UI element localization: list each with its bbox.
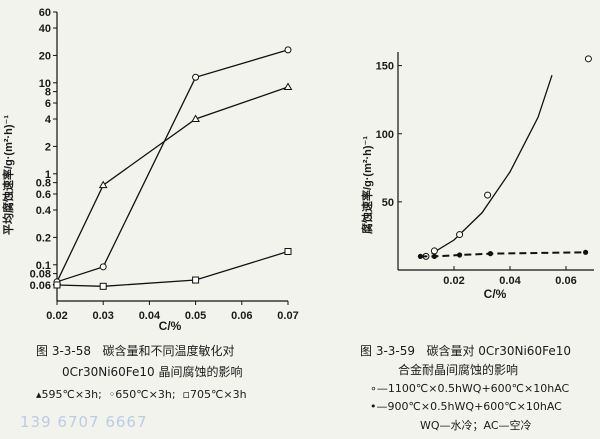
- y-tick-label: 2: [45, 141, 51, 153]
- legend: ▴595℃×3h; ◦650℃×3h; ▫705℃×3h: [36, 388, 247, 401]
- y-tick-label: 60: [39, 7, 51, 19]
- caption-subtitle: 合金耐晶间腐蚀的影响: [398, 363, 519, 377]
- x-tick-label: 0.03: [92, 310, 113, 322]
- data-point: [457, 252, 463, 258]
- figure-number: 图 3-3-59: [360, 344, 416, 358]
- data-point: [191, 114, 200, 123]
- y-tick-label: 40: [39, 23, 51, 35]
- phone-watermark: 139 6707 6667: [20, 413, 148, 431]
- x-tick-label: 0.06: [231, 310, 252, 322]
- y-tick-label: 8: [45, 87, 51, 99]
- data-point: [99, 263, 107, 271]
- x-tick-label: 0.02: [443, 275, 464, 287]
- data-point: [484, 191, 492, 199]
- x-tick-label: 0.05: [185, 310, 206, 322]
- data-point: [417, 253, 423, 259]
- trend-line-2: [420, 251, 586, 258]
- legend-label: 650℃×3h: [115, 388, 172, 401]
- x-tick-label: 0.07: [277, 310, 298, 322]
- series-line-3: [56, 250, 289, 287]
- data-point: [99, 282, 107, 290]
- y-tick-label: 0.8: [36, 178, 51, 190]
- legend-label: 705℃×3h: [190, 388, 247, 401]
- data-point: [98, 180, 108, 189]
- triangle-icon: ▴: [36, 388, 42, 401]
- y-tick-label: 1: [45, 169, 51, 181]
- chart-carbon-corrosion-rate: 腐蚀速率/g·(m²·h)⁻¹ C/% 0.02 0.04 0.06 50 100 150: [360, 52, 594, 301]
- filled-circle-icon: •: [370, 400, 377, 413]
- caption-subtitle: 0Cr30Ni60Fe10 晶间腐蚀的影响: [62, 365, 243, 379]
- y-tick-label: 4: [45, 114, 52, 126]
- legend-item: ∘—1100℃×0.5hWQ+600℃×10hAC: [370, 382, 570, 395]
- open-circle-icon: ∘: [370, 382, 377, 395]
- y-tick-label: 100: [376, 129, 394, 141]
- y-tick-label: 0.6: [36, 189, 51, 201]
- y-tick-label: 10: [39, 78, 51, 90]
- figure-number: 图 3-3-58: [36, 344, 92, 358]
- y-tick-label: 20: [39, 50, 51, 62]
- data-point: [431, 253, 437, 259]
- x-axis-label: C/%: [159, 319, 182, 330]
- figure-caption: 图 3-3-58 碳含量和不同温度敏化对: [36, 343, 234, 359]
- legend-label: 1100℃×0.5hWQ+600℃×10hAC: [387, 382, 570, 395]
- legend-item: •—900℃×0.5hWQ+600℃×10hAC: [370, 400, 562, 413]
- y-tick-label: 50: [382, 197, 394, 209]
- y-tick-label: 6: [45, 98, 51, 110]
- x-axis-label: C/%: [484, 287, 507, 301]
- data-point: [283, 82, 293, 90]
- data-point: [430, 247, 438, 255]
- chart-carbon-sensitization: 平均腐蚀速率/g·(m²·h)⁻¹ C/% 0.02 0.03 0.04 0.05 0.…: [1, 7, 299, 330]
- y-tick-label: 0.06: [30, 280, 51, 292]
- series-line-2: [56, 49, 289, 283]
- legend-note: WQ—水冷；AC—空冷: [420, 419, 532, 432]
- plot-frame: [397, 52, 594, 271]
- square-icon: ▫: [182, 388, 190, 401]
- data-point: [284, 247, 292, 255]
- circle-icon: ◦: [108, 388, 116, 401]
- y-axis-label: 腐蚀速率/g·(m²·h)⁻¹: [360, 136, 374, 234]
- x-tick-label: 0.04: [139, 310, 161, 322]
- data-point: [487, 251, 493, 257]
- caption-title: 碳含量和不同温度敏化对: [102, 344, 235, 358]
- caption-title: 碳含量对 0Cr30Ni60Fe10: [426, 344, 571, 358]
- data-point: [583, 249, 589, 255]
- y-tick-label: 0.08: [30, 269, 51, 281]
- y-tick-label: 0.4: [36, 205, 52, 217]
- data-point: [53, 281, 61, 289]
- data-point: [192, 73, 200, 81]
- series-line-1: [56, 86, 289, 283]
- data-point: [192, 276, 200, 284]
- data-point: [284, 46, 292, 54]
- y-axis-label: 平均腐蚀速率/g·(m²·h)⁻¹: [1, 115, 15, 235]
- plot-frame: [56, 12, 288, 302]
- y-tick-label: 0.1: [36, 260, 51, 272]
- trend-curve-1: [431, 74, 553, 255]
- y-tick-label: 150: [376, 61, 394, 73]
- x-tick-label: 0.06: [555, 275, 576, 287]
- data-point: [584, 55, 592, 63]
- x-tick-label: 0.04: [499, 275, 521, 287]
- legend-label: 900℃×0.5hWQ+600℃×10hAC: [387, 400, 562, 413]
- data-point: [456, 231, 464, 239]
- y-tick-label: 0.2: [36, 232, 51, 244]
- legend-label: 595℃×3h: [41, 388, 99, 401]
- x-tick-label: 0.02: [46, 310, 67, 322]
- figure-caption: 图 3-3-59 碳含量对 0Cr30Ni60Fe10: [360, 343, 571, 359]
